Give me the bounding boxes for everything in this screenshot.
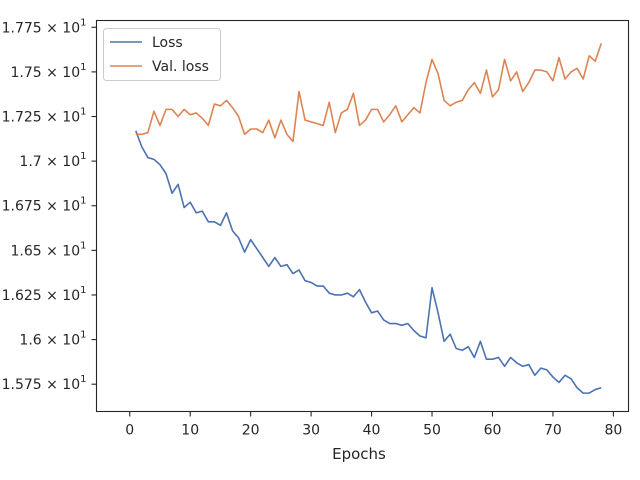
x-tick-label: 70 (544, 423, 562, 439)
series-line-val-loss (135, 43, 603, 143)
x-tick-label: 60 (484, 423, 502, 439)
y-tick-label: 1.775 × 101 (2, 17, 87, 36)
y-tick-label: 1.725 × 101 (2, 107, 87, 126)
x-tick-label: 30 (302, 423, 320, 439)
x-tick-label: 40 (363, 423, 381, 439)
y-tick-label: 1.75 × 101 (11, 62, 87, 81)
x-axis-title: Epochs (332, 445, 386, 463)
x-tick-label: 20 (242, 423, 260, 439)
x-tick-label: 50 (423, 423, 441, 439)
y-axis: 1.575 × 101 1.6 × 101 1.625 × 101 1.65 × 10… (2, 17, 97, 393)
y-tick-label: 1.65 × 101 (11, 240, 87, 259)
y-tick-label: 1.7 × 101 (19, 151, 86, 170)
x-tick-label: 80 (604, 423, 622, 439)
legend-label-val-loss: Val. loss (152, 59, 209, 75)
plot-frame (95, 19, 630, 413)
y-tick-label: 1.575 × 101 (2, 374, 87, 393)
series-layer (135, 43, 603, 394)
legend: Loss Val. loss (103, 28, 221, 81)
series-line-loss (135, 130, 602, 394)
x-tick-label: 10 (181, 423, 199, 439)
x-axis: 0 10 20 30 40 50 60 70 80 (125, 411, 622, 439)
y-tick-label: 1.6 × 101 (19, 330, 86, 349)
legend-label-loss: Loss (152, 35, 183, 51)
x-tick-label: 0 (125, 423, 134, 439)
y-tick-label: 1.675 × 101 (2, 196, 87, 215)
y-tick-label: 1.625 × 101 (2, 285, 87, 304)
